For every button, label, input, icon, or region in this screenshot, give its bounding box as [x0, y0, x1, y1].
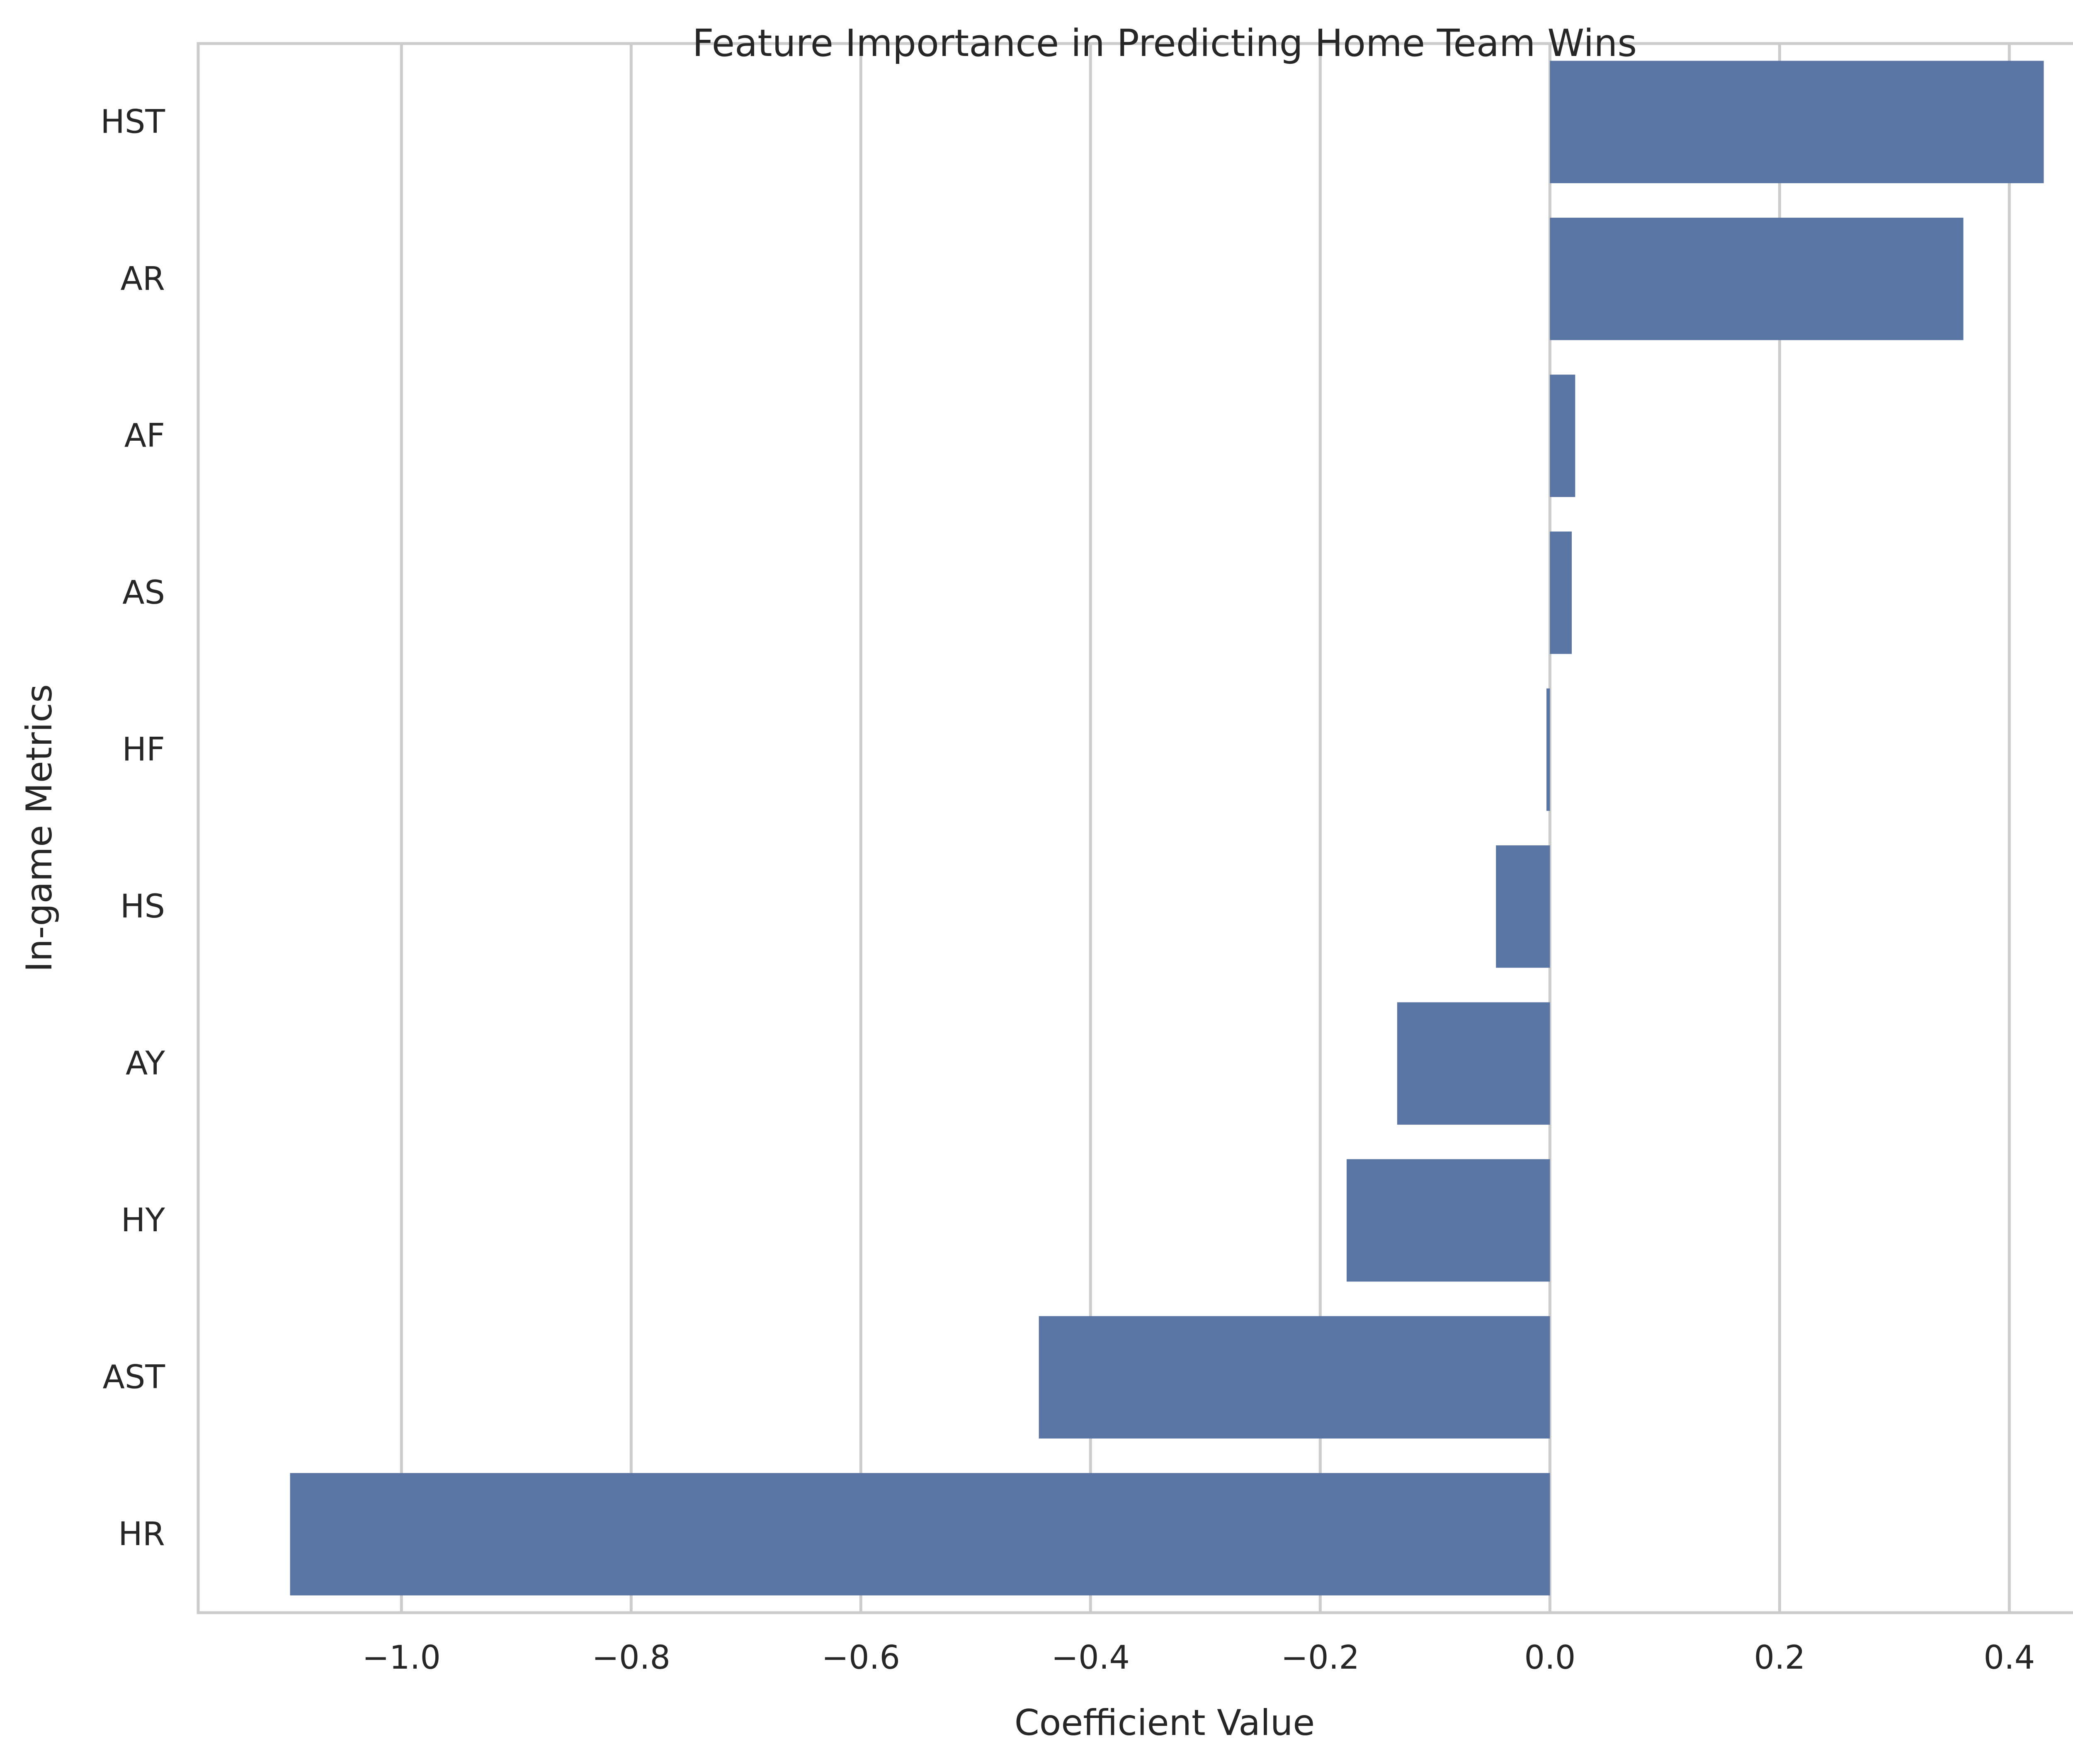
bar-hs: [1496, 845, 1550, 968]
bars: [290, 61, 2044, 1596]
x-tick-label: −0.2: [1281, 1639, 1359, 1677]
y-tick-label: AR: [120, 260, 165, 298]
y-tick-label: HS: [120, 888, 165, 925]
y-tick-label: AST: [102, 1359, 165, 1396]
bar-ast: [1039, 1316, 1550, 1439]
x-tick-label: −0.8: [592, 1639, 670, 1677]
x-tick-label: −0.6: [822, 1639, 900, 1677]
y-tick-label: HY: [121, 1202, 165, 1239]
x-tick-label: 0.0: [1524, 1639, 1575, 1677]
bar-ay: [1397, 1002, 1550, 1125]
bar-hy: [1347, 1159, 1550, 1282]
y-tick-labels: HST AR AF AS HF HS AY HY AST HR: [100, 103, 165, 1553]
y-tick-label: AF: [124, 417, 165, 454]
y-tick-label: HST: [100, 103, 165, 141]
y-tick-label: AY: [126, 1045, 165, 1082]
bar-hr: [290, 1473, 1550, 1596]
y-tick-label: HF: [122, 731, 165, 768]
gridlines: [400, 44, 2011, 1613]
x-tick-labels: −1.0 −0.8 −0.6 −0.4 −0.2 0.0 0.2 0.4: [362, 1639, 2035, 1677]
chart-title: Feature Importance in Predicting Home Te…: [692, 22, 1637, 65]
y-tick-label: AS: [122, 574, 165, 611]
bar-hf: [1546, 688, 1550, 811]
x-tick-label: −0.4: [1051, 1639, 1130, 1677]
bar-af: [1550, 374, 1575, 497]
y-axis-title: In-game Metrics: [19, 684, 60, 972]
bar-hst: [1550, 61, 2044, 183]
x-axis-title: Coefficient Value: [1015, 1702, 1315, 1744]
y-tick-label: HR: [118, 1516, 165, 1553]
bar-ar: [1550, 218, 1964, 340]
x-tick-label: 0.2: [1754, 1639, 1805, 1677]
bar-as: [1550, 531, 1572, 654]
x-tick-label: 0.4: [1983, 1639, 2035, 1677]
plot-frame: [197, 42, 2073, 1614]
x-tick-label: −1.0: [362, 1639, 441, 1677]
